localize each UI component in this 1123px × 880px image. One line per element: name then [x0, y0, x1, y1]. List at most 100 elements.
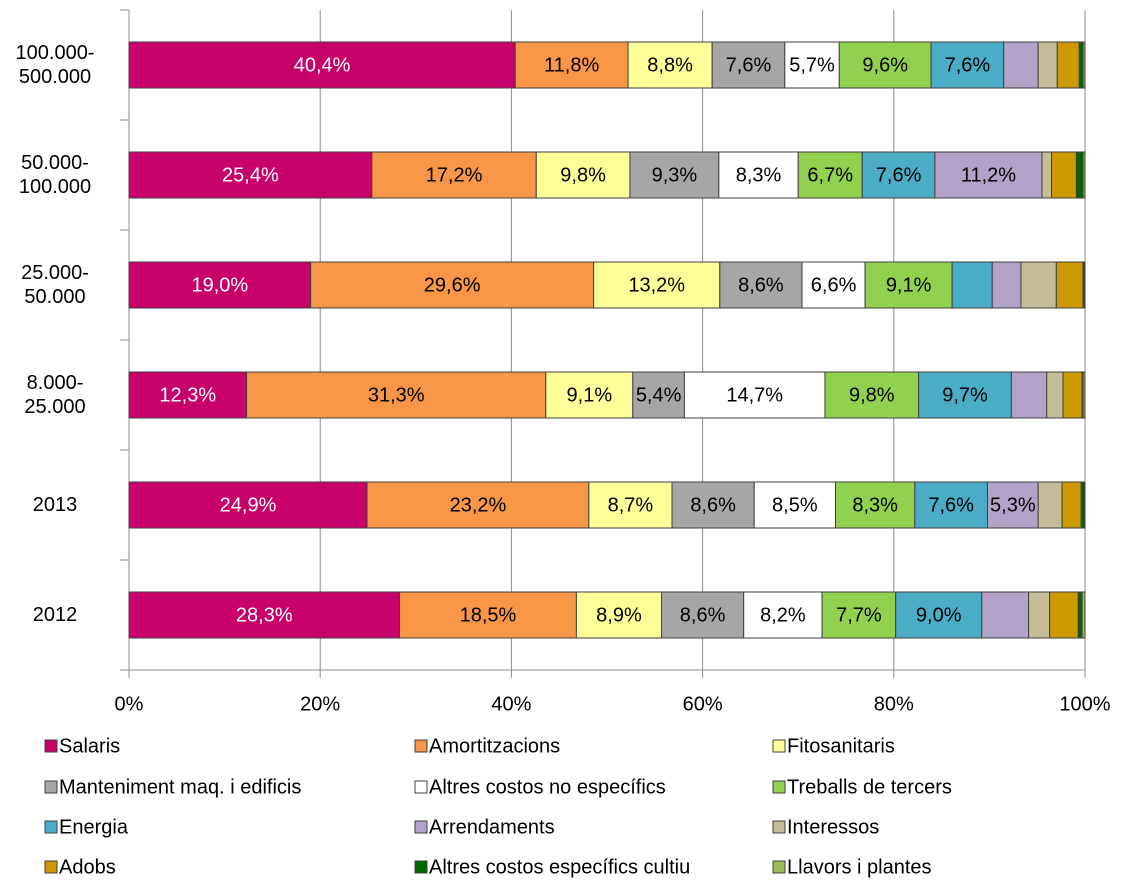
bar-segment [1037, 41, 1058, 89]
legend-label: Llavors i plantes [787, 856, 932, 878]
bar-segment [671, 481, 755, 529]
data-label: 9,8% [849, 384, 895, 406]
data-label: 9,7% [942, 384, 988, 406]
data-label: 8,6% [690, 494, 736, 516]
y-tick-label: 25.000- 50.000 [21, 262, 89, 308]
bar-segment [1075, 151, 1084, 199]
data-label: 28,3% [236, 604, 293, 626]
bar-segment [1082, 41, 1086, 89]
data-label: 9,6% [862, 54, 908, 76]
bar-segment [1082, 371, 1086, 419]
data-label: 8,6% [680, 604, 726, 626]
data-label: 8,8% [647, 54, 693, 76]
bar-segment [128, 591, 401, 639]
y-tick-label: 2013 [32, 494, 78, 516]
y-tick-label: 8.000- 25.000 [24, 372, 86, 418]
legend-swatch [414, 820, 428, 834]
x-tick-label: 20% [300, 693, 340, 715]
data-label: 5,3% [990, 494, 1036, 516]
data-label: 9,3% [652, 164, 698, 186]
data-label: 6,7% [807, 164, 853, 186]
bar-segment [1041, 151, 1053, 199]
legend-swatch [414, 739, 428, 753]
data-label: 7,6% [928, 494, 974, 516]
bar-segment [545, 371, 634, 419]
data-label: 31,3% [368, 384, 425, 406]
legend-label: Arrendaments [429, 816, 555, 838]
x-tick-label: 0% [115, 693, 144, 715]
legend-swatch [772, 780, 786, 794]
legend-label: Fitosanitaris [787, 735, 895, 757]
bar-segment [861, 151, 936, 199]
data-label: 9,8% [560, 164, 606, 186]
legend-swatch [772, 739, 786, 753]
data-label: 5,7% [789, 54, 835, 76]
bar-segment [1056, 41, 1080, 89]
bar-segment [1051, 151, 1077, 199]
bar-segment [1082, 151, 1086, 199]
legend-swatch [414, 860, 428, 874]
legend-swatch [44, 860, 58, 874]
bar-segment [951, 261, 993, 309]
legend-swatch [44, 780, 58, 794]
bar-segment [683, 371, 826, 419]
data-label: 8,5% [772, 494, 818, 516]
bar-segment [128, 261, 312, 309]
bar-segment [1081, 591, 1086, 639]
bar-segment [797, 151, 863, 199]
data-label: 40,4% [294, 54, 351, 76]
bar-segment [310, 261, 595, 309]
data-label: 17,2% [426, 164, 483, 186]
data-label: 23,2% [450, 494, 507, 516]
x-tick-label: 60% [683, 693, 723, 715]
data-label: 24,9% [220, 494, 277, 516]
legend-label: Altres costos no específics [429, 776, 666, 798]
bar-segment [821, 591, 897, 639]
bar-segment [711, 41, 786, 89]
data-label: 5,4% [636, 384, 682, 406]
legend-label: Treballs de tercers [787, 776, 952, 798]
bar-segment [991, 261, 1022, 309]
bar-segment [801, 261, 866, 309]
bar-segment [1055, 261, 1084, 309]
bar-segment [895, 591, 983, 639]
legend-label: Altres costos específics cultiu [429, 856, 690, 878]
bar-segment [629, 151, 720, 199]
data-label: 25,4% [222, 164, 279, 186]
data-label: 8,6% [738, 274, 784, 296]
bar-segment [128, 371, 248, 419]
data-label: 18,5% [460, 604, 517, 626]
y-tick-label: 50.000- 100.000 [18, 152, 92, 198]
data-label: 7,6% [726, 54, 772, 76]
bar-segment [588, 481, 673, 529]
bar-segment [864, 261, 953, 309]
data-label: 7,7% [836, 604, 882, 626]
bar-segment [718, 151, 799, 199]
bar-segment [1062, 371, 1083, 419]
data-label: 12,3% [159, 384, 216, 406]
legend-swatch [44, 820, 58, 834]
bar-segment [1049, 591, 1079, 639]
data-label: 8,7% [608, 494, 654, 516]
bar-segment [1010, 371, 1048, 419]
data-label: 8,3% [852, 494, 898, 516]
bar-segment [366, 481, 590, 529]
bar-segment [986, 481, 1039, 529]
bar-segment [1083, 261, 1086, 309]
legend-label: Amortitzacions [429, 735, 560, 757]
data-label: 11,8% [544, 54, 599, 76]
data-label: 7,6% [945, 54, 991, 76]
bar-segment [1061, 481, 1082, 529]
legend-label: Energia [59, 816, 129, 838]
data-label: 9,0% [916, 604, 962, 626]
bar-segment [824, 371, 920, 419]
bar-segment [934, 151, 1043, 199]
bar-segment [632, 371, 685, 419]
bar-segment [246, 371, 547, 419]
legend-label: Adobs [59, 856, 116, 878]
y-tick-label: 100.000- 500.000 [15, 42, 95, 88]
legend-swatch [772, 860, 786, 874]
bar-segment [784, 41, 840, 89]
